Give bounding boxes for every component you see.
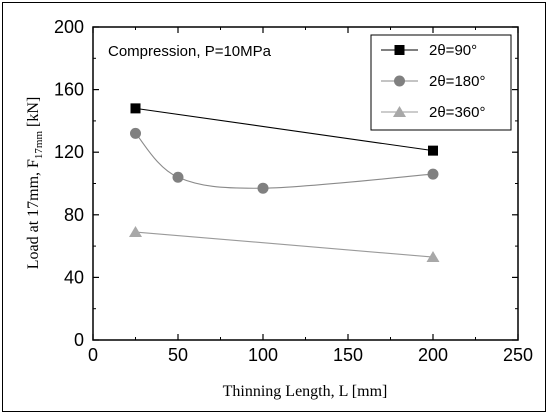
series-3	[129, 226, 440, 263]
legend-marker	[394, 75, 405, 87]
y-axis-title: Load at 17mm, F17mm [kN]	[25, 97, 45, 270]
series-2	[130, 127, 439, 194]
legend: 2θ=90° 2θ=180° 2θ=360°	[370, 34, 512, 131]
series-line	[135, 107, 434, 152]
y-tick-label: 0	[74, 330, 84, 350]
data-point	[428, 145, 438, 156]
x-tick-label: 100	[248, 345, 278, 365]
y-tick-label: 160	[54, 80, 84, 100]
data-point	[130, 127, 141, 139]
y-tick-label: 40	[64, 267, 84, 287]
y-axis-title-subscript: 17mm	[33, 131, 45, 160]
chart-annotation: Compression, P=10MPa	[108, 43, 272, 60]
data-point	[130, 103, 141, 114]
x-tick-label: 200	[418, 345, 448, 365]
legend-marker	[394, 45, 405, 55]
legend-label: 2θ=180°	[429, 73, 485, 90]
x-tick-label: 50	[168, 345, 188, 365]
y-axis-title-group: Load at 17mm, F17mm [kN]	[25, 97, 45, 270]
series-1	[130, 103, 438, 156]
legend-marker	[393, 106, 406, 117]
data-point	[427, 168, 439, 180]
y-tick-label: 200	[54, 17, 84, 37]
data-point	[172, 171, 184, 183]
y-tick-label: 80	[64, 205, 84, 225]
legend-label: 2θ=90°	[429, 42, 477, 59]
axis-ticks: 0 50 100 150 200 250 0 40 80 120 160 200	[54, 17, 533, 365]
data-point	[257, 182, 269, 194]
series-group	[129, 103, 440, 263]
x-axis-title: Thinning Length, L [mm]	[223, 383, 388, 400]
x-tick-label: 150	[333, 345, 363, 365]
series-line	[135, 231, 434, 258]
series-line	[135, 133, 434, 189]
data-point	[129, 226, 142, 238]
y-axis-title-unit: [kN]	[25, 97, 42, 131]
y-tick-label: 120	[54, 142, 84, 162]
x-tick-label: 250	[503, 345, 533, 365]
legend-label: 2θ=360°	[429, 104, 485, 121]
y-axis-title-main: Load at 17mm, F	[25, 159, 42, 269]
x-tick-label: 0	[88, 345, 98, 365]
data-point	[426, 251, 440, 263]
